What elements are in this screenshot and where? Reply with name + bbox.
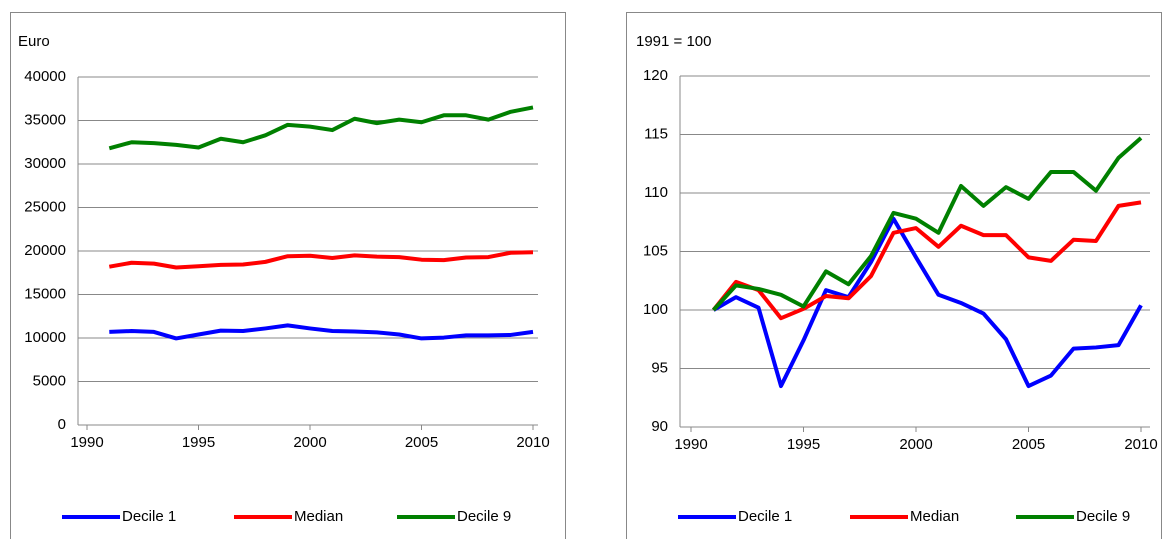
x-tick-label: 2000: [899, 436, 932, 453]
x-tick-label: 1990: [70, 434, 103, 451]
y-tick-label: 5000: [33, 372, 66, 389]
y-tick-label: 120: [643, 67, 668, 84]
data-line: [712, 216, 1143, 389]
x-tick-label: 1995: [182, 434, 215, 451]
x-tick-label: 2010: [1124, 436, 1157, 453]
y-tick-label: 10000: [24, 329, 66, 346]
y-tick-label: 0: [58, 416, 66, 433]
x-tick-label: 2005: [1012, 436, 1045, 453]
legend-label: Decile 9: [457, 508, 511, 525]
y-tick-label: 15000: [24, 285, 66, 302]
chart-frame: [626, 12, 1162, 539]
y-tick-label: 35000: [24, 111, 66, 128]
data-line: [711, 200, 1142, 321]
data-line: [108, 105, 534, 151]
y-tick-label: 40000: [24, 68, 66, 85]
y-tick-label: 100: [643, 301, 668, 318]
x-tick-label: 1990: [674, 436, 707, 453]
data-line: [712, 136, 1143, 312]
legend-label: Decile 9: [1076, 508, 1130, 525]
data-line: [109, 323, 534, 341]
y-tick-label: 20000: [24, 242, 66, 259]
x-tick-label: 2000: [293, 434, 326, 451]
y-tick-label: 110: [644, 184, 668, 201]
legend-label: Median: [910, 508, 959, 525]
x-tick-label: 2005: [405, 434, 438, 451]
chart-frame: [10, 12, 566, 539]
y-tick-label: 25000: [24, 198, 66, 215]
x-tick-label: 2010: [516, 434, 549, 451]
y-axis-label: Euro: [18, 33, 50, 50]
y-tick-label: 95: [651, 359, 668, 376]
y-tick-label: 105: [643, 242, 668, 259]
legend-label: Decile 1: [122, 508, 176, 525]
data-line: [108, 250, 534, 270]
y-tick-label: 90: [651, 418, 668, 435]
y-tick-label: 30000: [24, 155, 66, 172]
y-tick-label: 115: [644, 125, 668, 142]
x-tick-label: 1995: [787, 436, 820, 453]
legend-label: Median: [294, 508, 343, 525]
legend-label: Decile 1: [738, 508, 792, 525]
y-axis-label: 1991 = 100: [636, 33, 712, 50]
